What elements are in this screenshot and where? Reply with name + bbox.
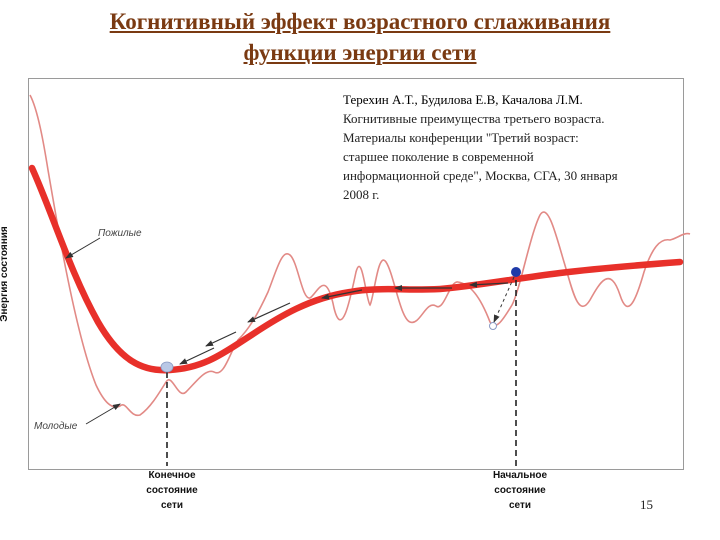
final-state-label-line-1: Конечное [148,470,196,481]
descent-arrow-6 [179,347,215,365]
citation-line-1: Терехин А.Т., Будилова Е.В, Качалова Л.М… [343,92,583,107]
slide-title-line-1: Когнитивный эффект возрастного сглаживан… [109,9,611,34]
final-state-label-line-2: состояние [146,485,198,496]
young-label-pointer [85,403,121,425]
page-number: 15 [640,497,653,512]
citation-line-3: Материалы конференции "Третий возраст: [343,130,579,145]
young-series-label: Молодые [34,421,78,432]
elderly-series-label: Пожилые [98,228,142,239]
initial-state-marker [511,267,521,277]
elderly-label-pointer [65,237,101,259]
elderly-energy-curve [28,164,684,374]
citation-block: Терехин А.Т., Будилова Е.В, Качалова Л.М… [343,90,693,204]
y-axis-label: Энергия состояния [0,226,10,322]
rough-minimum-marker [489,322,497,330]
citation-line-4: старшее поколение в современной [343,149,534,164]
descent-arrow-5 [205,331,237,347]
descent-arrow-3 [321,289,363,300]
citation-line-5: информационной среде", Москва, СГА, 30 я… [343,168,618,183]
young-energy-curve [29,94,691,417]
slide-title-line-2: функции энергии сети [243,40,477,65]
initial-state-label-line-1: Начальное [492,470,548,481]
final-state-label: Конечное состояние сети [112,468,232,513]
initial-state-label-line-2: состояние [494,485,546,496]
descent-arrow-1 [469,281,509,288]
slide-title: Когнитивный эффект возрастного сглаживан… [0,6,720,68]
initial-state-drop-arrow [493,276,515,323]
citation-line-2: Когнитивные преимущества третьего возрас… [343,111,605,126]
citation-line-6: 2008 г. [343,187,380,202]
initial-state-label-line-3: сети [508,500,532,511]
diagram-frame [28,78,684,470]
descent-arrow-4 [247,302,291,323]
final-state-label-line-3: сети [160,500,184,511]
initial-state-label: Начальное состояние сети [460,468,580,513]
final-state-marker [160,361,174,373]
